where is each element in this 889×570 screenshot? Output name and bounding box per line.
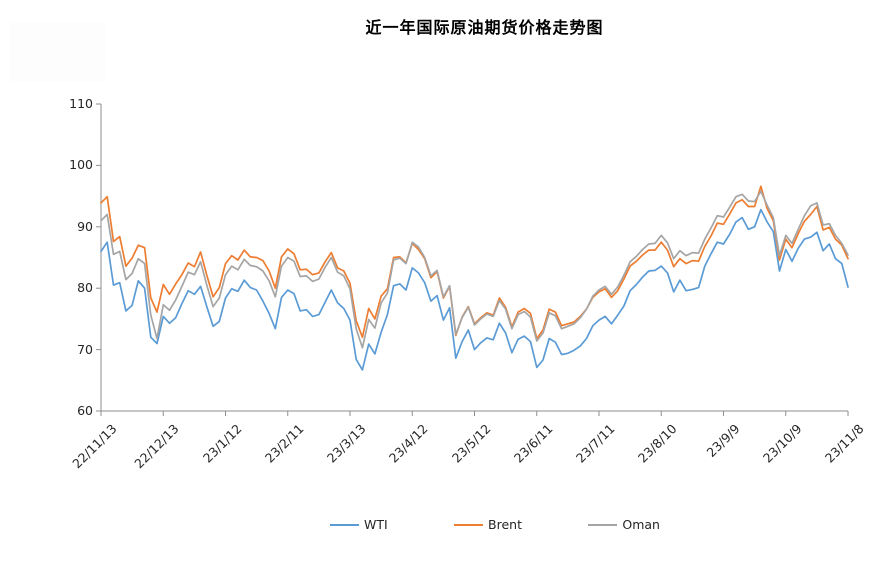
y-tick-label: 110 bbox=[69, 96, 93, 111]
legend-item-oman: Oman bbox=[588, 517, 660, 532]
chart-title: 近一年国际原油期货价格走势图 bbox=[365, 18, 604, 37]
series-line-wti bbox=[100, 208, 849, 371]
legend-label-brent: Brent bbox=[488, 517, 523, 532]
y-tick-label: 90 bbox=[77, 218, 93, 234]
series-line-oman bbox=[100, 190, 849, 349]
chart-legend: WTI Brent Oman bbox=[330, 517, 660, 532]
y-tick-label: 100 bbox=[69, 157, 93, 173]
legend-label-oman: Oman bbox=[622, 517, 660, 532]
legend-item-brent: Brent bbox=[454, 517, 522, 532]
legend-item-wti: WTI bbox=[330, 517, 388, 532]
legend-swatch-brent bbox=[454, 523, 484, 526]
y-tick-label: 70 bbox=[77, 341, 93, 357]
watermark-box bbox=[10, 22, 106, 82]
y-tick-label: 60 bbox=[77, 403, 93, 418]
legend-label-wti: WTI bbox=[364, 517, 388, 532]
legend-swatch-wti bbox=[330, 523, 359, 526]
series-line-brent bbox=[100, 185, 849, 340]
y-tick-label: 80 bbox=[77, 280, 93, 296]
legend-swatch-oman bbox=[588, 523, 618, 526]
